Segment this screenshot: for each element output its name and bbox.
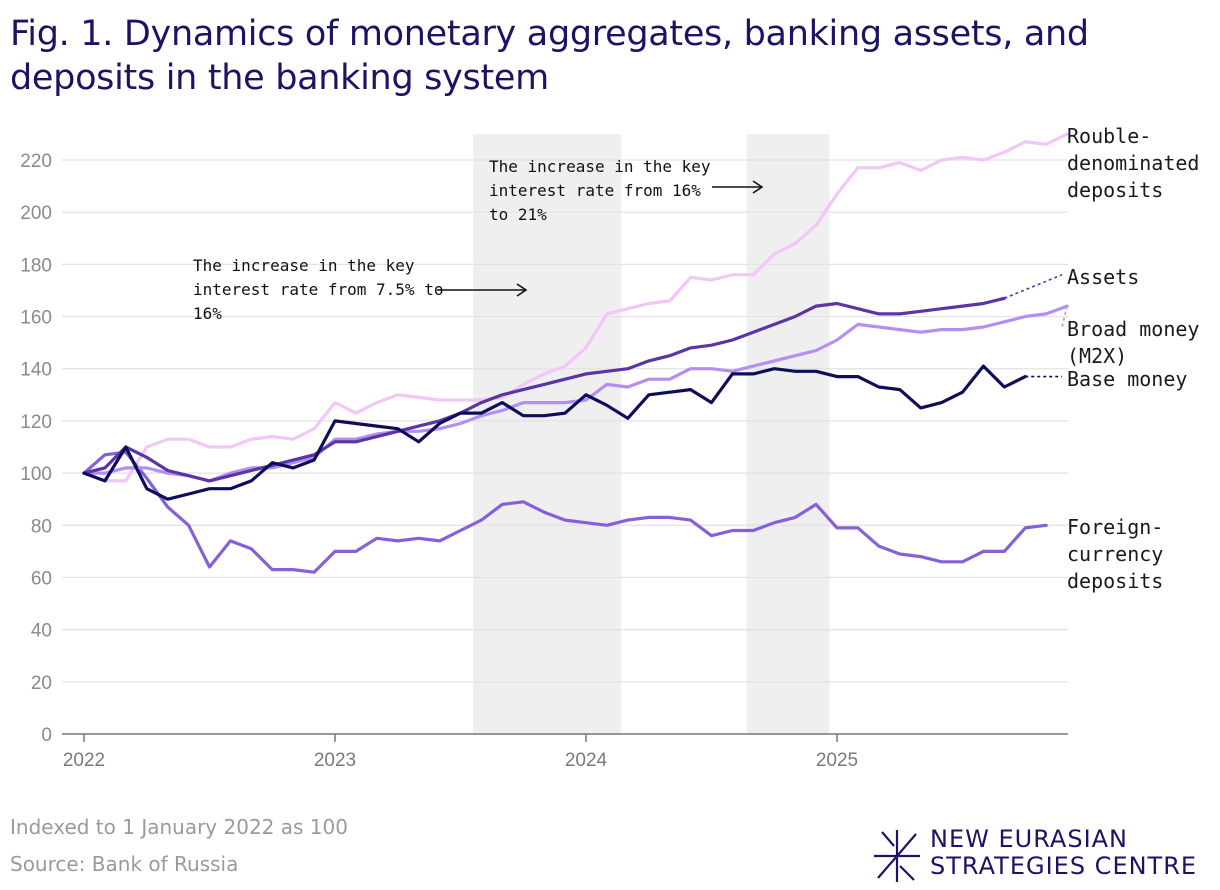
grid-lines bbox=[62, 159, 1068, 683]
annotations: The increase in the key interest rate fro… bbox=[193, 157, 764, 323]
y-tick-label-220: 220 bbox=[20, 151, 52, 172]
series-label-line: deposits bbox=[1067, 569, 1163, 593]
annotation-line: The increase in the key bbox=[489, 157, 711, 176]
series-line-foreign-currency-deposits bbox=[82, 450, 1048, 574]
annotation-line: to 21% bbox=[489, 205, 547, 224]
series-line-base-money bbox=[82, 364, 1027, 501]
shaded-period-2 bbox=[746, 134, 830, 734]
series-labels: Rouble-denominated deposits Assets Broad mo… bbox=[1004, 124, 1199, 593]
y-tick-label-180: 180 bbox=[20, 255, 52, 276]
x-tick-label-2024: 2024 bbox=[565, 750, 608, 771]
y-tick-label-120: 120 bbox=[20, 412, 52, 433]
series-label-line: Base money bbox=[1067, 367, 1187, 391]
series-label-line: Assets bbox=[1067, 265, 1139, 289]
series-label-assets: Assets bbox=[1067, 265, 1139, 289]
brand-logo: NEW EURASIAN STRATEGIES CENTRE bbox=[872, 826, 1212, 884]
y-tick-label-140: 140 bbox=[20, 360, 52, 381]
y-tick-label-20: 20 bbox=[31, 673, 52, 694]
series-label-rouble-denominated-deposits: Rouble-denominated deposits bbox=[1067, 124, 1199, 202]
y-tick-label-100: 100 bbox=[20, 464, 52, 485]
series-lines bbox=[82, 132, 1069, 574]
y-axis-ticks: 0 20 40 60 80 100 120 140 160 180 200 220 bbox=[20, 151, 52, 746]
x-tick-label-2023: 2023 bbox=[314, 750, 356, 771]
series-label-line: currency bbox=[1067, 542, 1163, 566]
brand-line-2: STRATEGIES CENTRE bbox=[930, 852, 1198, 880]
footer-note: Indexed to 1 January 2022 as 100 bbox=[10, 815, 348, 839]
brand-line-1: NEW EURASIAN bbox=[930, 825, 1129, 853]
series-line-assets bbox=[82, 296, 1006, 483]
series-label-line: deposits bbox=[1067, 178, 1163, 202]
shaded-periods bbox=[473, 134, 830, 734]
series-label-broad-money-m2x: Broad money (M2X) bbox=[1067, 317, 1199, 368]
arrow-head-icon bbox=[516, 283, 528, 297]
connector-assets bbox=[1004, 274, 1063, 300]
annotation-line: interest rate from 16% bbox=[489, 181, 701, 200]
series-label-line: denominated bbox=[1067, 151, 1199, 175]
chart-title: Fig. 1. Dynamics of monetary aggregates,… bbox=[10, 14, 1089, 98]
x-axis: 2022 2023 2024 2025 bbox=[62, 733, 1068, 771]
y-tick-label-40: 40 bbox=[31, 621, 52, 642]
series-line-rouble-denominated-deposits bbox=[82, 132, 1069, 483]
series-label-foreign-currency-deposits: Foreign-currency deposits bbox=[1067, 515, 1163, 593]
brand-name: NEW EURASIAN STRATEGIES CENTRE bbox=[930, 826, 1197, 880]
series-label-base-money: Base money bbox=[1067, 367, 1187, 391]
shaded-period-1 bbox=[473, 134, 622, 734]
y-tick-label-0: 0 bbox=[41, 725, 52, 746]
series-line-broad-money-m2x bbox=[82, 304, 1069, 483]
annotation-1: The increase in the key interest rate fro… bbox=[193, 256, 443, 323]
annotation-line: The increase in the key bbox=[193, 256, 415, 275]
series-label-line: Broad money bbox=[1067, 317, 1199, 341]
annotation-2: The increase in the key interest rate fro… bbox=[489, 157, 711, 224]
brand-mark-icon bbox=[874, 830, 920, 882]
arrow-head-icon bbox=[752, 180, 764, 194]
annotation-line: 16% bbox=[193, 304, 222, 323]
y-tick-label-200: 200 bbox=[20, 203, 52, 224]
y-tick-label-80: 80 bbox=[31, 516, 52, 537]
series-label-line: Rouble- bbox=[1067, 124, 1151, 148]
series-label-line: Foreign- bbox=[1067, 515, 1163, 539]
y-tick-label-60: 60 bbox=[31, 568, 52, 589]
x-tick-label-2025: 2025 bbox=[816, 750, 858, 771]
y-tick-label-160: 160 bbox=[20, 308, 52, 329]
annotation-line: interest rate from 7.5% to bbox=[193, 280, 443, 299]
x-tick-label-2022: 2022 bbox=[63, 750, 105, 771]
series-label-line: (M2X) bbox=[1067, 344, 1127, 368]
footer-source: Source: Bank of Russia bbox=[10, 852, 239, 876]
